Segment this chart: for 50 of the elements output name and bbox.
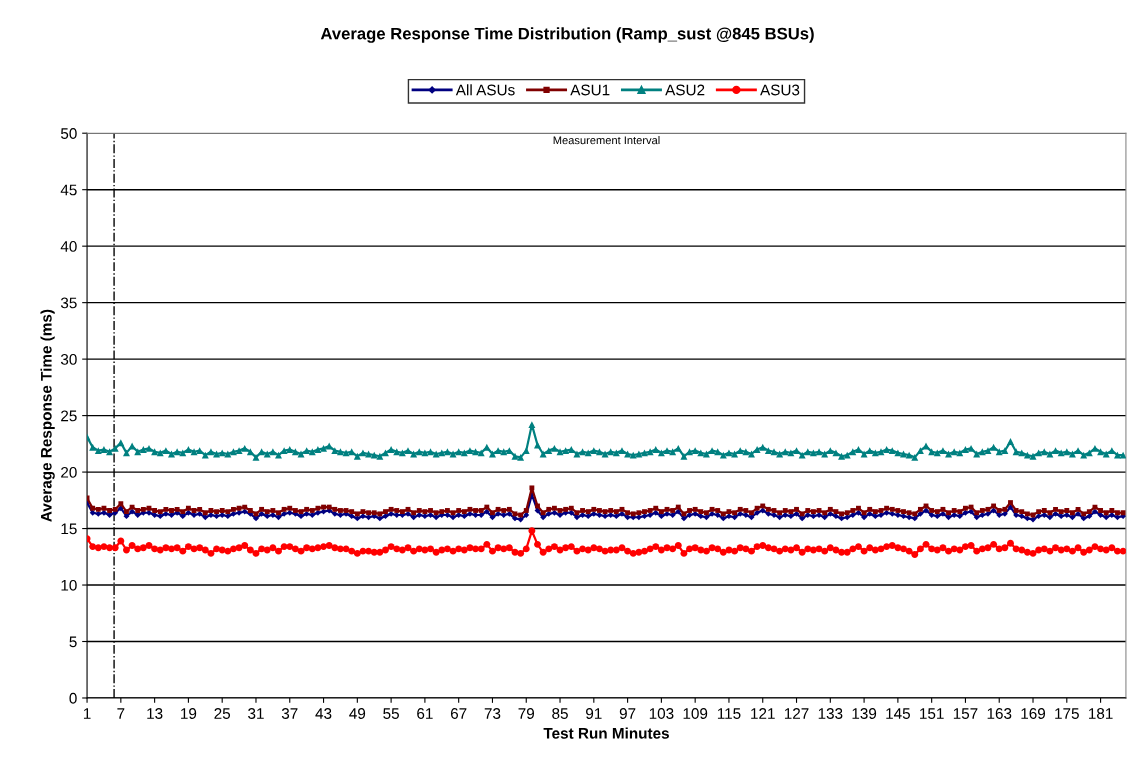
- y-tick-label: 30: [60, 353, 77, 365]
- x-tick-label: 163: [987, 708, 1012, 719]
- x-tick-label: 61: [417, 708, 433, 719]
- y-tick-label: 45: [60, 184, 77, 196]
- x-tick-label: 109: [683, 708, 708, 719]
- x-axis-title: Test Run Minutes: [543, 727, 669, 739]
- x-tick-label: 67: [450, 708, 467, 719]
- legend-label: ASU3: [760, 84, 800, 96]
- x-tick-label: 19: [181, 708, 197, 719]
- annotation: Measurement Interval: [553, 136, 660, 145]
- x-tick-label: 145: [886, 708, 910, 719]
- x-tick-label: 181: [1089, 708, 1113, 719]
- x-tick-label: 7: [117, 708, 125, 719]
- y-tick-label: 40: [60, 241, 77, 252]
- y-tick-label: 25: [61, 410, 77, 422]
- x-tick-label: 43: [315, 708, 332, 719]
- x-tick-label: 127: [784, 708, 809, 719]
- x-tick-label: 169: [1021, 708, 1046, 719]
- chart-title: Average Response Time Distribution (Ramp_sust @845 BSUs): [320, 27, 814, 43]
- x-tick-label: 133: [818, 708, 843, 719]
- x-tick-label: 175: [1055, 708, 1079, 719]
- y-axis-title: Average Response Time (ms): [40, 309, 55, 522]
- x-tick-label: 121: [751, 708, 775, 719]
- x-tick-label: 55: [383, 708, 399, 719]
- x-tick-label: 13: [147, 708, 163, 719]
- x-tick-label: 139: [852, 708, 877, 719]
- x-tick-label: 103: [649, 708, 674, 719]
- y-tick-label: 35: [60, 297, 77, 309]
- x-tick-label: 85: [552, 708, 568, 719]
- legend-label: All ASUs: [455, 84, 515, 96]
- legend-label: ASU2: [665, 84, 705, 96]
- x-tick-label: 97: [619, 708, 636, 719]
- y-tick-label: 15: [61, 523, 77, 535]
- x-tick-label: 151: [920, 708, 944, 719]
- y-tick-label: 5: [69, 636, 77, 648]
- y-tick-label: 50: [60, 128, 77, 139]
- y-tick-label: 10: [61, 579, 77, 591]
- legend-label: ASU1: [570, 84, 610, 96]
- x-tick-label: 91: [586, 708, 602, 719]
- x-tick-label: 49: [349, 708, 366, 719]
- x-tick-label: 79: [518, 708, 535, 719]
- x-tick-label: 31: [248, 708, 264, 719]
- x-tick-label: 1: [83, 708, 91, 719]
- x-tick-label: 115: [717, 708, 741, 719]
- x-tick-label: 157: [953, 708, 978, 719]
- x-tick-label: 25: [214, 708, 231, 719]
- y-tick-label: 20: [61, 466, 77, 478]
- x-tick-label: 73: [484, 708, 501, 719]
- x-tick-label: 37: [281, 708, 298, 719]
- y-tick-label: 0: [69, 692, 77, 704]
